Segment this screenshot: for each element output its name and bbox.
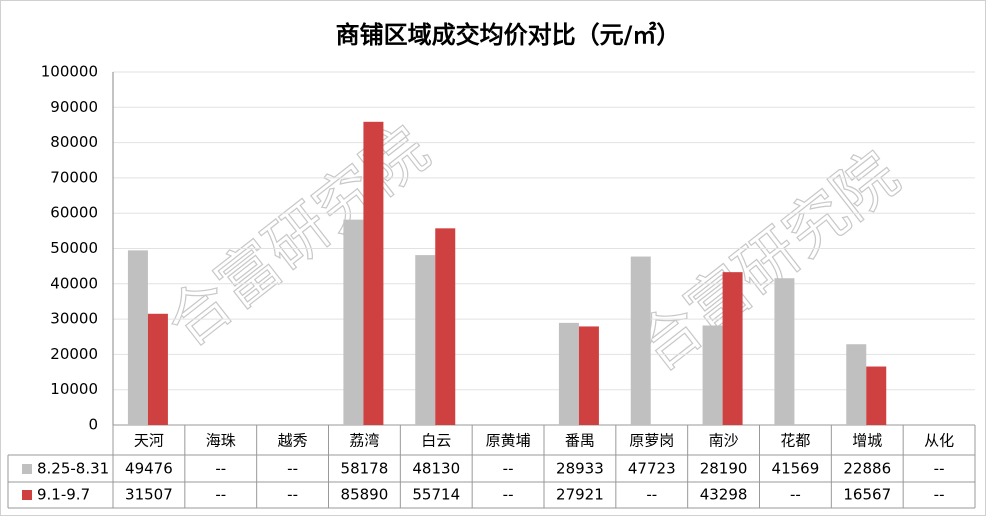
bar xyxy=(774,278,795,425)
table-cell: 41569 xyxy=(772,460,820,478)
x-tick-label: 增城 xyxy=(852,432,882,450)
table-cell: 85890 xyxy=(341,486,389,504)
table-cell: -- xyxy=(934,460,945,478)
table-cell: 47723 xyxy=(628,460,676,478)
y-tick-label: 20000 xyxy=(50,345,98,363)
bar xyxy=(558,322,579,425)
x-tick-label: 从化 xyxy=(924,432,954,450)
table-cell: 55714 xyxy=(412,486,460,504)
bar xyxy=(578,326,599,425)
bar xyxy=(702,325,723,425)
legend-label: 9.1-9.7 xyxy=(37,486,90,504)
x-tick-label: 花都 xyxy=(780,432,810,450)
y-tick-label: 60000 xyxy=(50,204,98,222)
table-cell: 58178 xyxy=(341,460,389,478)
y-tick-label: 100000 xyxy=(41,63,98,81)
table-cell: 43298 xyxy=(700,486,748,504)
table-cell: -- xyxy=(790,486,801,504)
bar xyxy=(415,255,436,425)
bar xyxy=(866,366,887,425)
legend-label: 8.25-8.31 xyxy=(37,460,109,478)
x-tick-label: 南沙 xyxy=(709,432,739,450)
chart-title: 商铺区域成交均价对比（元/㎡） xyxy=(336,21,681,49)
bar xyxy=(722,272,743,425)
bar xyxy=(147,313,168,425)
table-cell: -- xyxy=(934,486,945,504)
table-cell: 48130 xyxy=(412,460,460,478)
y-tick-label: 90000 xyxy=(50,98,98,116)
table-cell: -- xyxy=(287,460,298,478)
table-cell: -- xyxy=(287,486,298,504)
x-tick-label: 海珠 xyxy=(206,432,236,450)
bar xyxy=(363,121,384,426)
y-tick-label: 50000 xyxy=(50,239,98,257)
x-tick-label: 荔湾 xyxy=(349,432,379,450)
bar xyxy=(630,256,651,425)
bar xyxy=(435,228,456,425)
x-tick-label: 原黄埔 xyxy=(486,432,531,450)
y-tick-label: 40000 xyxy=(50,274,98,292)
table-cell: 22886 xyxy=(843,460,891,478)
table-cell: 31507 xyxy=(125,486,173,504)
y-tick-label: 0 xyxy=(88,416,98,434)
table-cell: 28933 xyxy=(556,460,604,478)
x-tick-label: 天河 xyxy=(134,432,164,450)
bar xyxy=(846,344,867,425)
x-tick-label: 番禺 xyxy=(565,432,595,450)
bar xyxy=(343,219,364,425)
table-cell: 28190 xyxy=(700,460,748,478)
y-tick-label: 30000 xyxy=(50,310,98,328)
y-tick-label: 10000 xyxy=(50,380,98,398)
y-tick-label: 80000 xyxy=(50,133,98,151)
table-cell: 27921 xyxy=(556,486,604,504)
table-cell: -- xyxy=(215,460,226,478)
table-cell: 49476 xyxy=(125,460,173,478)
legend-swatch xyxy=(22,490,32,500)
table-cell: 16567 xyxy=(843,486,891,504)
table-cell: -- xyxy=(646,486,657,504)
y-tick-label: 70000 xyxy=(50,168,98,186)
table-cell: -- xyxy=(215,486,226,504)
bar xyxy=(127,250,148,425)
table-cell: -- xyxy=(503,486,514,504)
x-tick-label: 越秀 xyxy=(278,432,308,450)
table-cell: -- xyxy=(503,460,514,478)
x-tick-label: 原萝岗 xyxy=(629,432,674,450)
x-tick-label: 白云 xyxy=(421,432,451,450)
legend-swatch xyxy=(22,464,32,474)
